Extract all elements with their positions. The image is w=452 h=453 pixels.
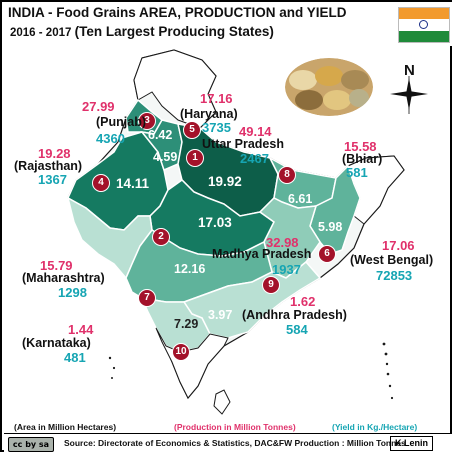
- page-title: INDIA - Food Grains AREA, PRODUCTION and…: [8, 5, 347, 20]
- rank-marker: 4: [92, 174, 110, 192]
- area-value: 12.16: [174, 262, 206, 276]
- header: INDIA - Food Grains AREA, PRODUCTION and…: [2, 2, 452, 46]
- rank-marker: 7: [138, 289, 156, 307]
- author-credit: K Lenin: [390, 436, 433, 451]
- area-value: 6.42: [148, 128, 173, 142]
- rank-marker: 9: [262, 276, 280, 294]
- state-name: (Haryana): [180, 107, 238, 121]
- compass-rose-icon: [390, 76, 428, 114]
- production-value: 32.98: [266, 235, 299, 250]
- yield-value: 3735: [202, 120, 231, 135]
- compass-north-label: N: [404, 62, 415, 79]
- production-value: 15.79: [40, 258, 73, 273]
- india-flag-icon: [398, 7, 450, 43]
- rank-marker: 3: [138, 112, 156, 130]
- source-note: Source: Directorate of Economics & Stati…: [64, 438, 406, 448]
- footer: cc by sa Source: Directorate of Economic…: [4, 433, 452, 453]
- legend-area: (Area in Million Hectares): [14, 422, 117, 432]
- area-value: 5.98: [318, 220, 343, 234]
- state-name-text: Karnataka: [26, 336, 87, 350]
- area-value: 6.61: [288, 192, 313, 206]
- state-name-text: Rajasthan: [18, 159, 78, 173]
- production-value: 49.14: [239, 124, 272, 139]
- rank-marker: 6: [318, 245, 336, 263]
- area-value: 14.11: [116, 176, 150, 191]
- state-name: (West Bengal): [350, 253, 434, 267]
- rank-marker: 10: [172, 343, 190, 361]
- yield-value: 4360: [96, 131, 125, 146]
- production-value: 19.28: [38, 146, 71, 161]
- rank-marker: 5: [183, 121, 201, 139]
- yield-value: 1298: [58, 285, 87, 300]
- food-grains-photo: [285, 58, 373, 116]
- yield-value: 2467: [240, 151, 269, 166]
- state-name: (Karnataka): [22, 336, 91, 350]
- subtitle-label: (Ten Largest Producing States): [74, 24, 274, 39]
- production-value: 15.58: [344, 139, 377, 154]
- state-name-text: Andhra Pradesh: [246, 308, 343, 322]
- yield-value: 581: [346, 165, 368, 180]
- rank-marker: 8: [278, 166, 296, 184]
- yield-value: 1367: [38, 172, 67, 187]
- yield-value: 1937: [272, 262, 301, 277]
- years-label: 2016 - 2017: [10, 27, 72, 39]
- state-name: (Maharashtra): [22, 271, 105, 285]
- production-value: 1.44: [68, 322, 94, 337]
- rank-marker: 1: [186, 149, 204, 167]
- india-map: [66, 49, 428, 415]
- area-value: 19.92: [208, 174, 242, 189]
- yield-value: 72853: [376, 268, 413, 283]
- production-value: 1.62: [290, 294, 316, 309]
- production-value: 17.16: [200, 91, 233, 106]
- state-name: (Rajasthan): [14, 159, 83, 173]
- state-name-text: Punjab: [100, 115, 142, 129]
- yield-value: 481: [64, 350, 86, 365]
- state-name: (Punjab): [96, 115, 147, 129]
- page-subtitle: 2016 - 2017 (Ten Largest Producing State…: [10, 24, 274, 39]
- creative-commons-license-icon: cc by sa: [8, 437, 54, 452]
- production-value: 27.99: [82, 99, 115, 114]
- legend-production: (Production in Million Tonnes): [174, 422, 296, 432]
- area-value: 17.03: [198, 215, 232, 230]
- state-name-text: Haryana: [184, 107, 234, 121]
- area-value: 4.59: [153, 150, 178, 164]
- rank-marker: 2: [152, 228, 170, 246]
- production-value: 17.06: [382, 238, 415, 253]
- state-name: (Andhra Pradesh): [242, 308, 347, 322]
- state-name-text: West Bengal: [354, 253, 429, 267]
- area-value: 7.29: [174, 317, 199, 331]
- legend-yield: (Yield in Kg./Hectare): [332, 422, 418, 432]
- state-name: Uttar Pradesh: [202, 137, 284, 151]
- state-name-text: Maharashtra: [26, 271, 101, 285]
- state-name-text: Bhiar: [346, 152, 379, 166]
- area-value: 3.97: [208, 308, 233, 322]
- yield-value: 584: [286, 322, 308, 337]
- state-name: (Bhiar): [342, 152, 383, 166]
- state-name: Madhya Pradesh: [212, 247, 312, 261]
